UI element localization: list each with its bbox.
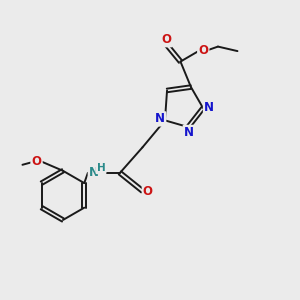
Text: O: O [32, 155, 42, 168]
Text: O: O [143, 185, 153, 198]
Text: N: N [184, 126, 194, 139]
Text: N: N [89, 167, 99, 179]
Text: N: N [204, 101, 214, 114]
Text: H: H [97, 163, 105, 173]
Text: O: O [198, 44, 208, 57]
Text: N: N [155, 112, 165, 125]
Text: O: O [161, 33, 171, 46]
